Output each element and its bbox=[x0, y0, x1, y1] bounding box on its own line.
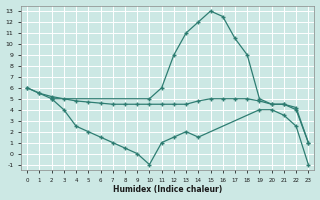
X-axis label: Humidex (Indice chaleur): Humidex (Indice chaleur) bbox=[113, 185, 222, 194]
